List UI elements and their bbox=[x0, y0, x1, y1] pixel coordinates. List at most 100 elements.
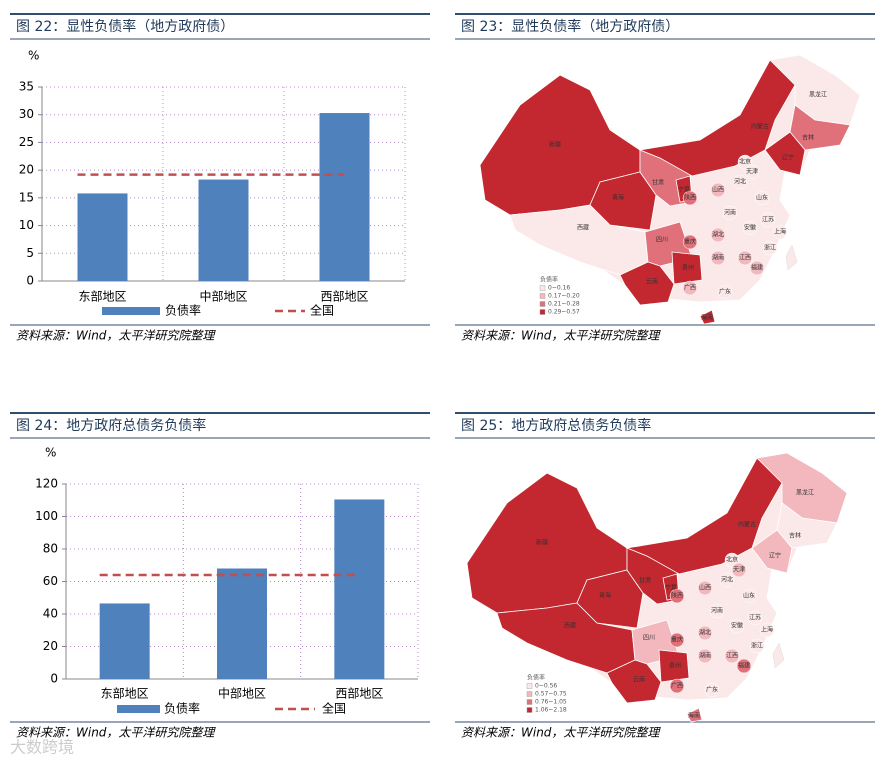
province-area bbox=[704, 682, 720, 698]
province-area bbox=[729, 618, 745, 634]
province-label: 河北 bbox=[734, 178, 746, 186]
province-area bbox=[697, 625, 713, 641]
panel-title: 图 23：显性负债率（地方政府债） bbox=[461, 18, 679, 35]
province-shape bbox=[764, 131, 806, 176]
y-tick-label: 60 bbox=[43, 574, 58, 588]
province-area bbox=[737, 250, 753, 266]
y-tick-label: 5 bbox=[26, 246, 34, 260]
province-area bbox=[760, 212, 776, 228]
province-label: 重庆 bbox=[684, 238, 696, 246]
province-shape bbox=[658, 649, 690, 683]
map-legend-label: 0.76~1.05 bbox=[535, 699, 567, 706]
province-label: 广东 bbox=[706, 686, 718, 694]
province-area bbox=[682, 280, 698, 296]
province-label: 云南 bbox=[633, 676, 645, 684]
source-note: 资料来源：Wind，太平洋研究院整理 bbox=[461, 329, 661, 343]
province-label: 四川 bbox=[656, 237, 668, 244]
province-area bbox=[710, 227, 726, 243]
y-tick-label: 35 bbox=[19, 80, 34, 94]
panel-title: 图 25：地方政府总债务负债率 bbox=[461, 417, 651, 434]
province-label: 宁夏 bbox=[665, 584, 677, 592]
watermark: 大数跨境 bbox=[10, 738, 74, 757]
province-area bbox=[724, 648, 740, 664]
y-axis-label: % bbox=[45, 446, 56, 460]
province-label: 广西 bbox=[671, 682, 683, 690]
province-label: 西藏 bbox=[564, 622, 576, 630]
map-legend-label: 1.06~2.18 bbox=[535, 707, 567, 714]
province-label: 河北 bbox=[721, 576, 733, 584]
map-legend-label: 0.21~0.28 bbox=[548, 301, 580, 308]
x-tick-label: 西部地区 bbox=[320, 289, 368, 304]
province-label: 安徽 bbox=[744, 224, 756, 232]
province-label: 宁夏 bbox=[678, 186, 690, 194]
y-tick-label: 30 bbox=[19, 107, 34, 121]
province-label: 四川 bbox=[643, 635, 655, 642]
province-label: 内蒙古 bbox=[738, 521, 756, 529]
province-label: 山东 bbox=[743, 592, 755, 600]
y-tick-label: 120 bbox=[35, 477, 58, 491]
province-label: 上海 bbox=[774, 228, 786, 236]
map-legend-swatch bbox=[526, 683, 533, 689]
province-label: 广东 bbox=[719, 288, 731, 296]
province-area bbox=[717, 284, 733, 300]
province-area bbox=[732, 174, 748, 190]
province-area bbox=[749, 260, 765, 276]
province-label: 青海 bbox=[599, 592, 611, 600]
legend-label: 负债率 bbox=[165, 303, 201, 318]
province-area bbox=[669, 588, 685, 604]
y-tick-label: 0 bbox=[50, 672, 58, 686]
bar bbox=[217, 568, 267, 679]
province-area bbox=[697, 648, 713, 664]
province-area bbox=[737, 154, 753, 170]
province-shape bbox=[625, 452, 788, 575]
province-area bbox=[710, 182, 726, 198]
province-label: 陕西 bbox=[684, 194, 696, 202]
map-legend-swatch bbox=[526, 699, 533, 705]
taiwan bbox=[785, 244, 798, 271]
province-label: 重庆 bbox=[671, 636, 683, 644]
province-label: 河南 bbox=[711, 607, 723, 615]
province-label: 黑龙江 bbox=[796, 489, 814, 497]
x-tick-label: 中部地区 bbox=[218, 686, 266, 701]
map-legend-title: 负债率 bbox=[540, 276, 558, 284]
province-area bbox=[747, 610, 763, 626]
province-label: 山东 bbox=[756, 194, 768, 202]
province-label: 北京 bbox=[739, 158, 751, 166]
province-shape bbox=[638, 54, 801, 177]
panel-title: 图 22：显性负债率（地方政府债） bbox=[16, 18, 234, 35]
source-note: 资料来源：Wind，太平洋研究院整理 bbox=[16, 329, 216, 343]
panel-title: 图 24：地方政府总债务负债率 bbox=[16, 417, 206, 434]
province-area bbox=[709, 603, 725, 619]
province-label: 内蒙古 bbox=[751, 123, 769, 131]
bar bbox=[319, 113, 370, 282]
bar bbox=[334, 499, 385, 679]
x-tick-label: 东部地区 bbox=[101, 686, 149, 701]
map-legend-label: 0~0.56 bbox=[535, 683, 557, 690]
map-legend-label: 0.57~0.75 bbox=[535, 691, 567, 698]
map-legend-label: 0.29~0.57 bbox=[548, 309, 580, 316]
province-label: 云南 bbox=[646, 278, 658, 286]
province-label: 湖北 bbox=[712, 231, 724, 239]
province-label: 甘肃 bbox=[639, 577, 651, 585]
province-label: 天津 bbox=[746, 169, 758, 176]
province-shape bbox=[699, 309, 716, 325]
y-axis-label: % bbox=[28, 49, 39, 63]
province-area bbox=[710, 250, 726, 266]
y-tick-label: 0 bbox=[26, 274, 34, 288]
bar bbox=[99, 603, 150, 679]
legend-swatch bbox=[117, 705, 160, 713]
province-label: 浙江 bbox=[764, 244, 776, 252]
province-label: 海南 bbox=[688, 712, 700, 720]
province-label: 浙江 bbox=[751, 642, 763, 650]
province-area bbox=[682, 234, 698, 250]
province-area bbox=[724, 552, 740, 568]
province-label: 陕西 bbox=[671, 592, 683, 600]
province-shape bbox=[606, 659, 662, 704]
province-label: 广西 bbox=[684, 284, 696, 292]
y-tick-label: 10 bbox=[19, 218, 34, 232]
province-label: 贵州 bbox=[682, 264, 694, 272]
province-label: 吉林 bbox=[802, 134, 814, 142]
